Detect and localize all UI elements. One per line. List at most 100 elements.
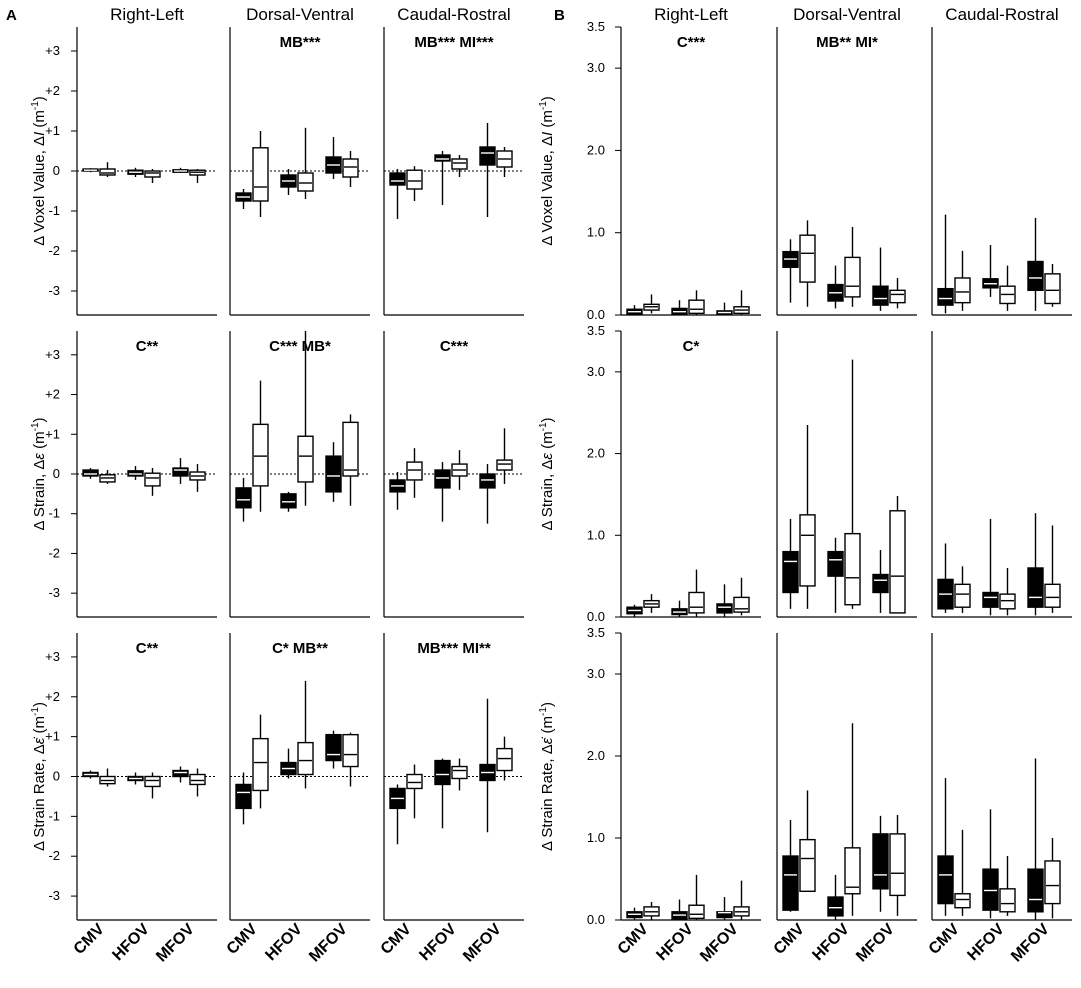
box-open-hfov <box>844 256 861 298</box>
y-label-text: Δ Strain Rate, Δ <box>31 744 48 851</box>
box-filled-cmv <box>782 855 799 911</box>
box-filled-mfov <box>872 573 889 594</box>
y-tick-label: 0.0 <box>587 609 605 624</box>
box-filled-cmv <box>235 487 252 509</box>
subplot: MB** MI* <box>776 27 917 316</box>
box-filled-hfov <box>434 759 451 786</box>
x-category-label: CMV <box>224 921 261 958</box>
box-open-cmv <box>252 423 269 487</box>
y-tick-label: 3.0 <box>587 60 605 75</box>
box-open-mfov <box>496 459 513 471</box>
x-category-label: HFOV <box>809 921 853 965</box>
box-filled-mfov <box>1027 260 1044 292</box>
x-category-label: MFOV <box>697 921 742 966</box>
box-open-mfov <box>889 833 906 897</box>
subplot: CMV HFOV MFOV <box>771 633 917 966</box>
subplot: MB*** MI** CMV HFOV MFOV <box>378 633 524 966</box>
subplot <box>931 331 1072 618</box>
y-tick-label: 3.5 <box>587 625 605 640</box>
y-label-exponent: -1 <box>30 707 41 716</box>
significance-annotation: C** <box>136 338 159 355</box>
y-label-close: ) <box>31 702 48 707</box>
x-category-label: MFOV <box>306 921 351 966</box>
y-label-symbol: ε <box>539 453 556 460</box>
box-open-mfov <box>342 733 359 768</box>
box-filled-cmv <box>782 550 799 594</box>
box-open-cmv <box>799 838 816 893</box>
y-tick-label: -3 <box>48 283 60 298</box>
box-open-mfov <box>342 158 359 178</box>
y-label-exponent: -1 <box>30 422 41 431</box>
y-label-close: ) <box>31 96 48 101</box>
subplot <box>76 27 217 316</box>
box-open-cmv <box>99 168 116 176</box>
y-label-text: Δ Voxel Value, Δ <box>31 136 48 246</box>
box-open-mfov <box>733 596 750 613</box>
box-open-mfov <box>1044 860 1061 905</box>
subplot: C* <box>620 331 761 618</box>
x-category-label: HFOV <box>262 921 306 965</box>
y-axis-label: Δ Strain, Δε (m-1) <box>30 417 48 530</box>
box-filled-cmv <box>937 287 954 306</box>
y-label-close: ) <box>539 417 556 422</box>
significance-annotation: C*** <box>677 34 706 51</box>
significance-annotation: C* MB** <box>272 640 328 657</box>
y-label-symbol: I <box>31 132 48 136</box>
y-tick-label: +1 <box>45 123 60 138</box>
box-filled-mfov <box>872 285 889 306</box>
x-category-label: CMV <box>926 921 963 958</box>
row-2: Δ Strain, Δε (m-1) 0.0 1.0 2.0 3.0 3.5 C* <box>538 323 1072 624</box>
significance-annotation: C*** <box>440 338 469 355</box>
y-label-close: ) <box>539 96 556 101</box>
y-axis-label: Δ Voxel Value, ΔI (m-1) <box>538 96 556 246</box>
box-open-cmv <box>406 461 423 481</box>
y-tick-label: 1.0 <box>587 225 605 240</box>
box-open-mfov <box>496 747 513 772</box>
row-3: Δ Strain Rate, Δε̇ (m-1) 0.0 1.0 2.0 3.0 3.5 C… <box>538 625 1072 966</box>
box-open-hfov <box>144 170 161 178</box>
row-2: Δ Strain, Δε (m-1)-3-2-10+1+2+3 C** C*** M… <box>30 331 524 618</box>
y-tick-label: +1 <box>45 729 60 744</box>
box-open-mfov <box>1044 273 1061 305</box>
box-filled-hfov <box>434 469 451 489</box>
y-tick-label: 2.0 <box>587 748 605 763</box>
y-tick-label: -3 <box>48 585 60 600</box>
y-label-text: Δ Strain, Δ <box>539 460 556 531</box>
box-filled-mfov <box>1027 567 1044 608</box>
box-filled-hfov <box>280 493 297 509</box>
y-label-text: Δ Strain, Δ <box>31 460 48 531</box>
panel-a: Right-Left Dorsal-Ventral Caudal-Rostral Δ … <box>30 5 524 966</box>
significance-annotation: MB*** MI** <box>417 640 491 657</box>
box-open-hfov <box>451 158 468 170</box>
y-tick-label: +2 <box>45 83 60 98</box>
box-filled-cmv <box>937 855 954 905</box>
subplot: C*** MB* <box>229 331 370 618</box>
significance-annotation: C** <box>136 640 159 657</box>
box-filled-mfov <box>1027 868 1044 913</box>
subplot: CMV HFOV MFOV <box>926 633 1072 966</box>
box-filled-mfov <box>716 603 733 614</box>
y-tick-label: +3 <box>45 43 60 58</box>
column-header: Right-Left <box>110 5 184 24</box>
y-label-text: Δ Strain Rate, Δ <box>539 744 556 851</box>
y-tick-label: 3.5 <box>587 19 605 34</box>
significance-annotation: MB*** MI*** <box>414 34 493 51</box>
box-open-mfov <box>1044 583 1061 608</box>
y-tick-label: 3.0 <box>587 666 605 681</box>
column-header: Dorsal-Ventral <box>246 5 354 24</box>
y-axis-label: Δ Strain, Δε (m-1) <box>538 417 556 530</box>
y-axis-label: Δ Voxel Value, ΔI (m-1) <box>30 96 48 246</box>
box-filled-mfov <box>872 833 889 890</box>
panel-b: Right-Left Dorsal-Ventral Caudal-RostralΔ … <box>538 5 1072 966</box>
subplot: MB*** <box>229 27 370 316</box>
y-tick-label: +3 <box>45 347 60 362</box>
subplot: C* MB** CMV HFOV MFOV <box>224 633 370 966</box>
y-tick-label: 0 <box>53 163 60 178</box>
y-tick-label: 0 <box>53 769 60 784</box>
box-open-mfov <box>189 773 206 786</box>
y-label-symbol: ε <box>31 453 48 460</box>
box-open-hfov <box>844 847 861 895</box>
y-tick-label: -3 <box>48 888 60 903</box>
x-category-label: HFOV <box>109 921 153 965</box>
